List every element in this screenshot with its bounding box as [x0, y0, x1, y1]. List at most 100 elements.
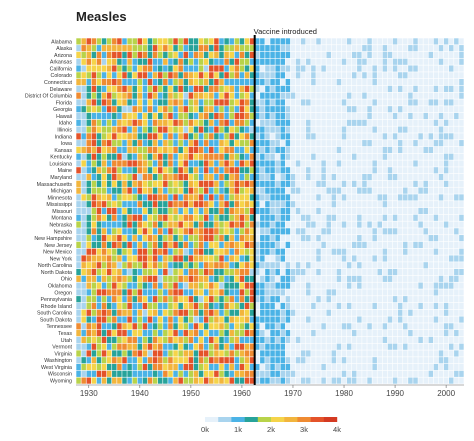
heatmap-cell: [188, 221, 194, 228]
heatmap-cell: [377, 228, 383, 235]
heatmap-cell: [157, 112, 163, 120]
heatmap-cell: [127, 363, 132, 371]
state-label: North Dakota: [41, 270, 72, 276]
heatmap-cell: [183, 296, 189, 303]
heatmap-cell: [367, 289, 372, 296]
state-label: Missouri: [52, 209, 72, 215]
heatmap-cell: [91, 248, 97, 255]
heatmap-cell: [459, 45, 464, 52]
heatmap-cell: [203, 58, 209, 65]
heatmap-cell: [300, 228, 306, 235]
heatmap-cell: [270, 357, 275, 364]
heatmap-cell: [372, 268, 377, 276]
heatmap-cell: [96, 167, 102, 174]
heatmap-cell: [209, 72, 214, 79]
heatmap-cell: [418, 275, 423, 282]
heatmap-cell: [326, 323, 331, 330]
heatmap-cell: [229, 112, 234, 120]
heatmap-cell: [306, 309, 311, 316]
heatmap-cell: [106, 140, 112, 147]
heatmap-cell: [244, 201, 250, 208]
heatmap-cell: [224, 51, 229, 59]
heatmap-cell: [270, 65, 275, 72]
heatmap-cell: [438, 173, 444, 181]
heatmap-cell: [234, 160, 240, 167]
heatmap-cell: [173, 275, 178, 282]
heatmap-cell: [311, 377, 316, 384]
heatmap-cell: [316, 194, 321, 201]
heatmap-cell: [198, 275, 204, 282]
heatmap-cell: [203, 336, 209, 343]
heatmap-cell: [306, 92, 311, 99]
heatmap-cell: [423, 133, 428, 140]
heatmap-cell: [367, 330, 372, 337]
heatmap-cell: [357, 187, 362, 194]
heatmap-cell: [357, 377, 362, 384]
heatmap-cell: [219, 173, 224, 181]
state-label: Wisconsin: [48, 372, 72, 378]
heatmap-cell: [117, 146, 122, 154]
heatmap-cell: [418, 221, 423, 228]
heatmap-cell: [316, 289, 321, 296]
heatmap-cell: [306, 363, 311, 371]
heatmap-cell: [316, 330, 321, 337]
heatmap-cell: [382, 309, 388, 316]
heatmap-cell: [351, 323, 357, 330]
heatmap-cell: [403, 323, 408, 330]
heatmap-cell: [152, 173, 158, 181]
heatmap-cell: [403, 112, 408, 120]
heatmap-cell: [178, 92, 183, 99]
heatmap-cell: [270, 214, 275, 221]
heatmap-cell: [448, 194, 454, 201]
heatmap-cell: [157, 79, 163, 86]
heatmap-cell: [265, 377, 270, 384]
heatmap-cell: [249, 309, 255, 316]
heatmap-cell: [127, 268, 132, 276]
heatmap-cell: [270, 146, 275, 154]
heatmap-cell: [219, 296, 224, 303]
heatmap-cell: [357, 255, 362, 262]
heatmap-cell: [413, 316, 418, 323]
heatmap-cell: [219, 92, 224, 99]
heatmap-cell: [203, 65, 209, 72]
heatmap-cell: [122, 173, 127, 181]
heatmap-cell: [173, 296, 178, 303]
heatmap-cell: [443, 85, 449, 92]
heatmap-cell: [300, 255, 306, 262]
heatmap-cell: [147, 72, 153, 79]
heatmap-cell: [260, 106, 265, 113]
heatmap-cell: [418, 92, 423, 99]
heatmap-cell: [280, 126, 286, 133]
heatmap-cell: [275, 296, 280, 303]
heatmap-cell: [275, 72, 280, 79]
heatmap-cell: [459, 187, 464, 194]
heatmap-cell: [209, 133, 214, 140]
heatmap-cell: [249, 350, 255, 357]
heatmap-cell: [382, 72, 388, 79]
heatmap-cell: [183, 207, 189, 215]
heatmap-cell: [96, 201, 102, 208]
heatmap-cell: [203, 363, 209, 371]
heatmap-cell: [270, 377, 275, 384]
heatmap-cell: [454, 153, 459, 160]
heatmap-cell: [387, 289, 393, 296]
heatmap-cell: [168, 180, 173, 187]
heatmap-cell: [188, 282, 194, 289]
heatmap-cell: [341, 201, 347, 208]
heatmap-cell: [142, 302, 148, 310]
heatmap-cell: [122, 296, 127, 303]
heatmap-cell: [173, 106, 178, 113]
heatmap-cell: [178, 79, 183, 86]
heatmap-cell: [290, 180, 296, 187]
heatmap-cell: [163, 268, 168, 276]
heatmap-cell: [203, 350, 209, 357]
heatmap-cell: [132, 126, 137, 133]
heatmap-cell: [193, 126, 199, 133]
x-tick-label: 1970: [284, 389, 302, 398]
heatmap-cell: [96, 370, 102, 377]
heatmap-cell: [157, 119, 163, 126]
heatmap-cell: [311, 133, 316, 140]
heatmap-cell: [280, 221, 286, 228]
heatmap-cell: [397, 241, 403, 249]
heatmap-cell: [188, 336, 194, 343]
